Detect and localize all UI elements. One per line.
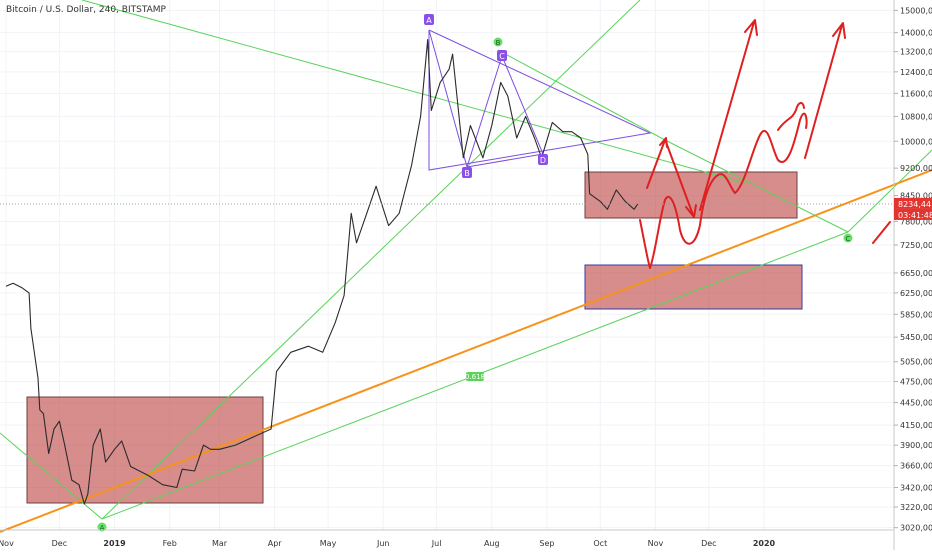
y-tick-label: 7250,00 <box>900 241 932 250</box>
y-tick-label: 3420,00 <box>900 484 932 493</box>
projection-arrow-small <box>872 221 891 244</box>
wave-label-bg <box>493 37 503 47</box>
x-tick-label: Nov <box>648 539 664 548</box>
x-tick-label: Aug <box>484 539 500 548</box>
countdown-badge <box>894 208 932 220</box>
price-line <box>5 39 639 505</box>
trendline-orange <box>0 169 932 533</box>
y-tick-label: 15000,00 <box>900 6 932 15</box>
x-tick-label: 2019 <box>103 539 126 548</box>
fib-label-bg <box>466 372 484 381</box>
last-price-badge <box>894 197 932 209</box>
y-tick-label: 12400,00 <box>900 68 932 77</box>
x-tick-label: Sep <box>539 539 554 548</box>
last-price-label: 8234,44 <box>898 200 931 209</box>
x-tick-label: Dec <box>701 539 716 548</box>
y-tick-label: 8450,00 <box>900 192 932 201</box>
x-tick-label: Dec <box>52 539 67 548</box>
wave-label: A <box>100 524 105 532</box>
x-tick-label: Jul <box>431 539 442 548</box>
harmonic-label: C <box>499 52 505 61</box>
harmonic-label: A <box>426 16 432 25</box>
trendline-upper-green <box>81 0 746 184</box>
y-tick-label: 4150,00 <box>900 421 932 430</box>
price-series <box>5 39 639 505</box>
y-tick-label: 4450,00 <box>900 399 932 408</box>
projection-arrow-long-2 <box>804 22 846 159</box>
zone-lower <box>584 264 803 310</box>
wave-label-bg <box>97 522 107 532</box>
harmonic-bc-line <box>466 153 544 168</box>
y-tick-label: 3900,00 <box>900 441 932 450</box>
y-tick-label: 3220,00 <box>900 503 932 512</box>
x-tick-label: Apr <box>268 539 283 548</box>
last-price-marker: 8234,44 03:41:48 <box>0 197 932 220</box>
fib-label: 0.618 <box>465 373 485 381</box>
y-tick-label: 6650,00 <box>900 269 932 278</box>
projection-arrow-down <box>665 141 697 218</box>
x-tick-label: Feb <box>163 539 177 548</box>
x-tick-label: Oct <box>593 539 607 548</box>
trendline-wave <box>0 432 103 520</box>
wave-label: C <box>846 235 851 243</box>
trendline-channel-top <box>101 0 641 520</box>
x-tick-label: May <box>320 539 337 548</box>
y-axis: 15000,00 14000,00 13200,00 12400,00 11600,00… <box>893 0 932 550</box>
projection-arrow-long-1 <box>699 19 758 211</box>
y-tick-label: 10800,00 <box>900 112 932 121</box>
x-tick-label: Nov <box>0 539 14 548</box>
harmonic-label-bg <box>538 154 548 165</box>
harmonic-label: B <box>464 169 470 178</box>
y-tick-label: 5050,00 <box>900 358 932 367</box>
x-tick-label: Jun <box>376 539 390 548</box>
y-tick-label: 11600,00 <box>900 89 932 98</box>
y-tick-label: 14000,00 <box>900 29 932 38</box>
projection-path-drop <box>639 112 808 269</box>
harmonic-label-bg <box>462 167 472 178</box>
harmonic-label-bg <box>424 14 434 25</box>
y-tick-label: 6250,00 <box>900 289 932 298</box>
chart-title: Bitcoin / U.S. Dollar, 240, BITSTAMP <box>6 5 166 15</box>
projection-lower-wave <box>777 102 805 131</box>
wave-label-bg <box>843 233 853 243</box>
x-tick-label: 2020 <box>753 539 776 548</box>
y-tick-label: 5850,00 <box>900 310 932 319</box>
y-tick-label: 3660,00 <box>900 462 932 471</box>
harmonic-legs <box>428 29 544 169</box>
y-tick-label: 9200,00 <box>900 164 932 173</box>
projection <box>639 19 891 269</box>
harmonic-label: D <box>540 156 546 165</box>
trendline-c-extension <box>847 149 932 233</box>
y-tick-label: 13200,00 <box>900 48 932 57</box>
y-tick-label: 10000,00 <box>900 137 932 146</box>
x-tick-label: Mar <box>212 539 228 548</box>
zones <box>26 171 803 504</box>
x-axis: Nov Dec 2019 Feb Mar Apr May Jun Jul Aug Sep Oct Nov… <box>0 529 894 548</box>
y-tick-label: 4750,00 <box>900 378 932 387</box>
y-tick-label: 3020,00 <box>900 524 932 533</box>
zone-accumulation <box>26 396 264 504</box>
wave-label: B <box>496 39 501 47</box>
harmonic-label-bg <box>497 50 507 61</box>
grid <box>0 0 894 530</box>
y-tick-label: 7800,00 <box>900 217 932 226</box>
countdown-label: 03:41:48 <box>898 211 932 220</box>
y-tick-label: 5450,00 <box>900 333 932 342</box>
